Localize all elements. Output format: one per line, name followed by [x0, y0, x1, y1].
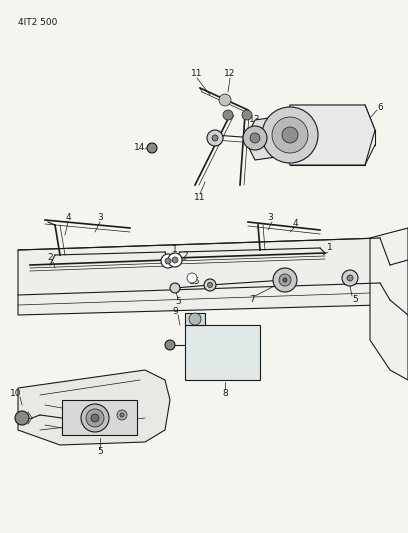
Text: 4IT2 500: 4IT2 500	[18, 18, 58, 27]
Polygon shape	[185, 313, 205, 325]
Text: 11: 11	[191, 69, 203, 78]
Circle shape	[212, 135, 218, 141]
Circle shape	[342, 270, 358, 286]
Polygon shape	[185, 325, 260, 380]
Circle shape	[262, 107, 318, 163]
Circle shape	[223, 110, 233, 120]
Text: 12: 12	[224, 69, 236, 78]
Text: 1: 1	[172, 246, 178, 254]
Text: 8: 8	[222, 389, 228, 398]
Circle shape	[279, 274, 291, 286]
Text: 14: 14	[134, 143, 146, 152]
Text: 4: 4	[292, 219, 298, 228]
Circle shape	[117, 410, 127, 420]
Circle shape	[283, 278, 287, 282]
Text: 4: 4	[65, 214, 71, 222]
Circle shape	[242, 110, 252, 120]
Circle shape	[347, 275, 353, 281]
Text: 3: 3	[267, 214, 273, 222]
Circle shape	[243, 126, 267, 150]
Circle shape	[168, 253, 182, 267]
Text: 3: 3	[97, 214, 103, 222]
Text: 5: 5	[352, 295, 358, 304]
Circle shape	[187, 273, 197, 283]
Circle shape	[170, 283, 180, 293]
Text: 2: 2	[47, 254, 53, 262]
Text: 10: 10	[10, 389, 22, 398]
Circle shape	[208, 282, 213, 287]
Circle shape	[250, 133, 260, 143]
Circle shape	[81, 404, 109, 432]
Circle shape	[161, 254, 175, 268]
Circle shape	[282, 127, 298, 143]
Circle shape	[165, 340, 175, 350]
Text: 11: 11	[194, 193, 206, 203]
Circle shape	[172, 257, 178, 263]
Text: 5: 5	[97, 448, 103, 456]
Circle shape	[91, 414, 99, 422]
Circle shape	[86, 409, 104, 427]
Circle shape	[147, 143, 157, 153]
Polygon shape	[18, 370, 170, 445]
Circle shape	[219, 94, 231, 106]
Polygon shape	[18, 238, 395, 315]
Circle shape	[165, 258, 171, 264]
Circle shape	[189, 313, 201, 325]
Circle shape	[207, 130, 223, 146]
Polygon shape	[62, 400, 137, 435]
Circle shape	[120, 413, 124, 417]
Polygon shape	[245, 115, 290, 160]
Text: 15: 15	[189, 278, 201, 287]
Text: 9: 9	[172, 308, 178, 317]
Circle shape	[273, 268, 297, 292]
Text: 7: 7	[249, 295, 255, 304]
Polygon shape	[280, 105, 375, 165]
Circle shape	[204, 279, 216, 291]
Circle shape	[272, 117, 308, 153]
Text: 1: 1	[327, 244, 333, 253]
Text: 5: 5	[175, 297, 181, 306]
Text: 2: 2	[182, 252, 188, 261]
Polygon shape	[370, 228, 408, 380]
Text: 6: 6	[377, 103, 383, 112]
Circle shape	[15, 411, 29, 425]
Text: 13: 13	[249, 116, 261, 125]
